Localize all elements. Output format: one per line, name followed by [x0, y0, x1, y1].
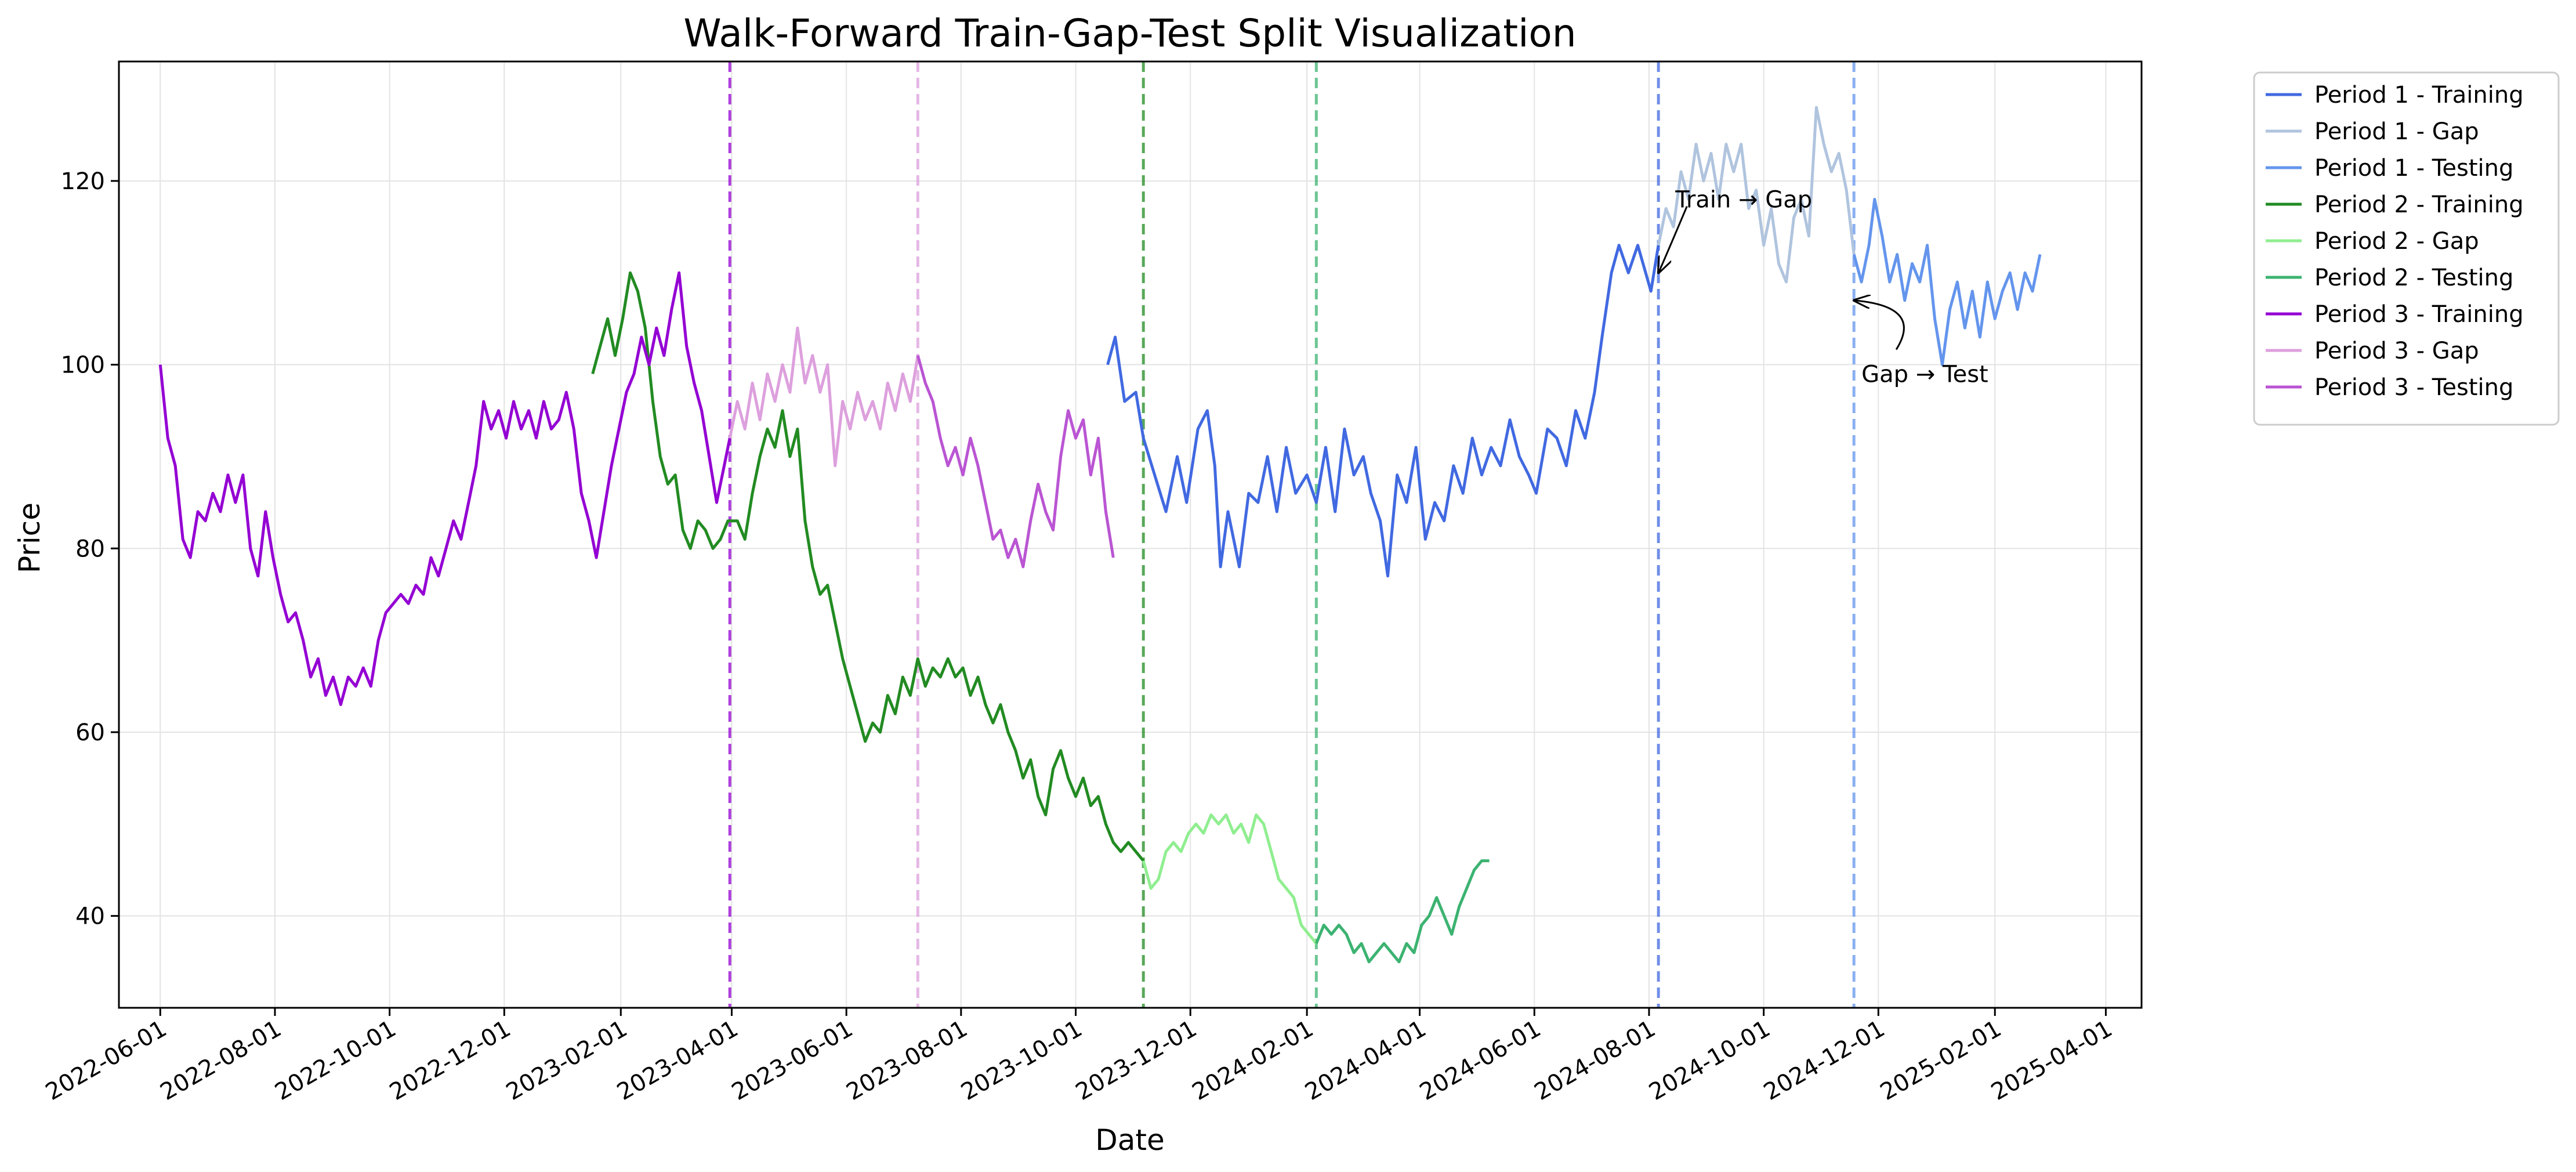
- y-tick-label: 80: [75, 536, 105, 562]
- series-lines: [158, 106, 2042, 964]
- y-tick-label: 40: [75, 903, 105, 930]
- series-line: [1314, 859, 1490, 964]
- legend-label: Period 2 - Testing: [2314, 265, 2513, 291]
- grid-lines: [119, 62, 2142, 1008]
- series-line: [1657, 106, 1856, 284]
- boundary-lines: [728, 62, 1856, 1008]
- y-tick-label: 100: [61, 352, 105, 379]
- y-tick-label: 60: [75, 719, 105, 746]
- annotation-text: Train → Gap: [1675, 187, 1812, 214]
- legend-label: Period 1 - Training: [2314, 82, 2524, 108]
- series-line: [1142, 813, 1318, 945]
- series-line: [728, 326, 919, 468]
- y-axis-ticks: 40 60 80 100 120: [61, 168, 119, 930]
- legend-label: Period 2 - Gap: [2314, 228, 2479, 255]
- legend-label: Period 1 - Testing: [2314, 155, 2513, 182]
- legend-frame: [2253, 71, 2560, 426]
- legend-label: Period 3 - Testing: [2314, 374, 2513, 401]
- annotation-arrow: [1854, 301, 1905, 350]
- chart-title: Walk-Forward Train-Gap-Test Split Visual…: [683, 11, 1576, 56]
- plot-frame: [118, 60, 2143, 1009]
- annotations: Train → Gap Gap → Test: [1658, 187, 1988, 388]
- legend: Period 1 - Training Period 1 - Gap Period …: [2253, 71, 2560, 426]
- y-axis-label: Price: [13, 502, 46, 573]
- legend-label: Period 3 - Training: [2314, 301, 2524, 328]
- series-line: [158, 271, 731, 706]
- series-line: [916, 355, 1115, 569]
- series-line: [1852, 198, 2042, 367]
- annotation-arrow: [1658, 205, 1688, 273]
- legend-label: Period 2 - Training: [2314, 191, 2524, 218]
- y-tick-label: 120: [61, 168, 105, 195]
- series-line: [1106, 244, 1660, 578]
- legend-label: Period 3 - Gap: [2314, 338, 2479, 364]
- annotation-text: Gap → Test: [1861, 361, 1988, 388]
- series-line: [591, 271, 1145, 862]
- x-axis-label: Date: [1095, 1123, 1165, 1157]
- legend-label: Period 1 - Gap: [2314, 118, 2479, 145]
